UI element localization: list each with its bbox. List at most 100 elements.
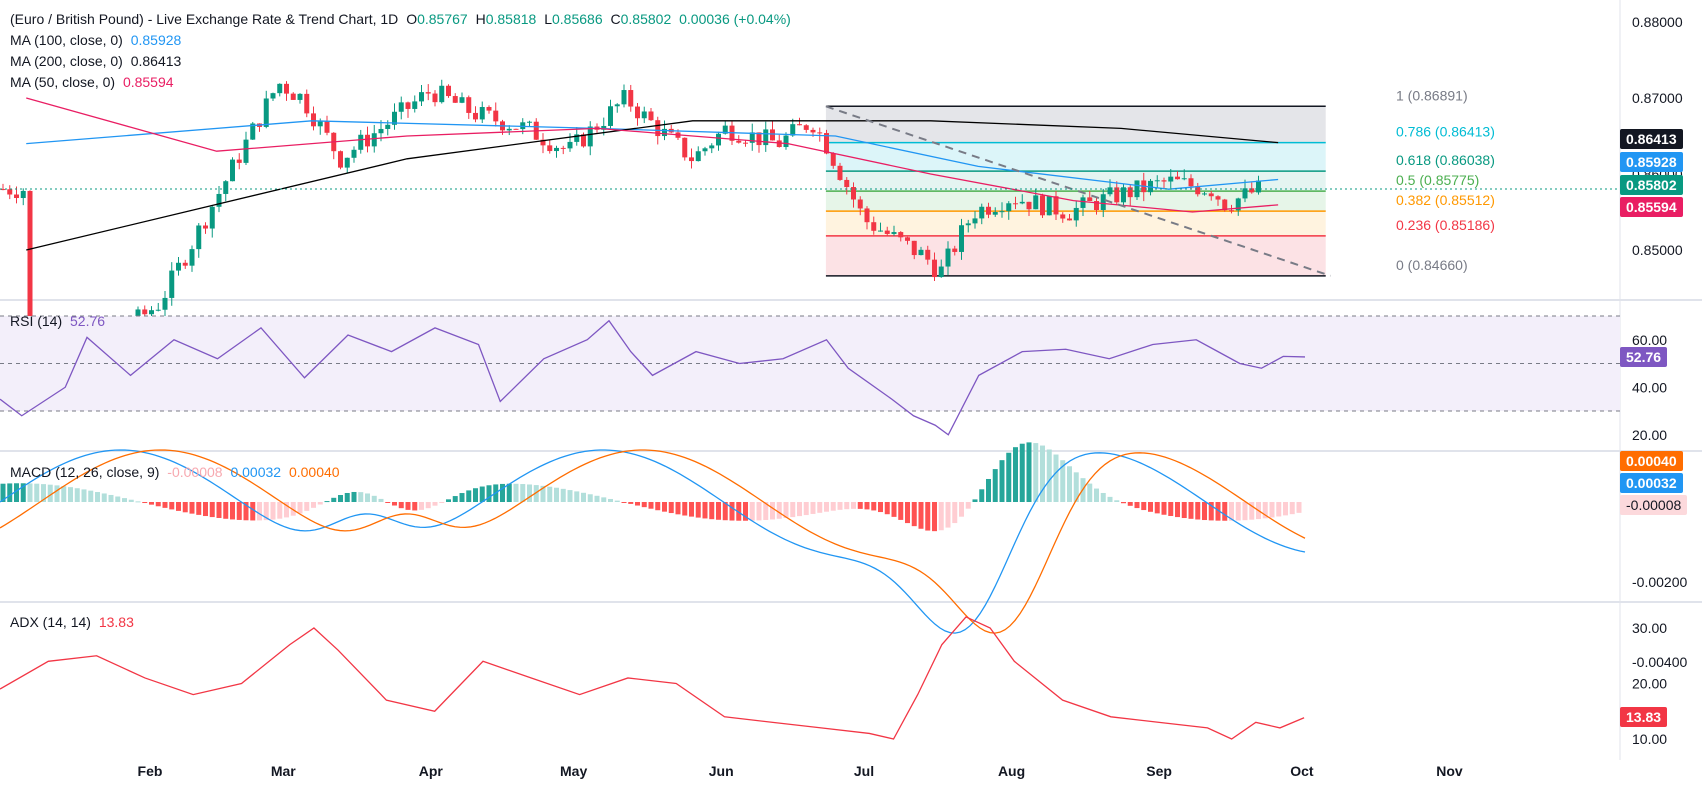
ma100-value: 0.85928 <box>130 32 182 48</box>
candle-body <box>682 137 688 158</box>
candle-body <box>311 113 316 127</box>
candle-body <box>0 189 6 191</box>
candle-body <box>817 132 823 134</box>
fib-zone <box>825 235 1326 276</box>
adx-badge: 13.83 <box>1620 707 1668 727</box>
macd-histogram-bar <box>641 502 647 508</box>
macd-histogram-bar <box>20 483 26 502</box>
macd-histogram-bar <box>1188 502 1194 519</box>
macd-histogram-bar <box>716 502 721 520</box>
macd-histogram-bar <box>979 489 985 502</box>
macd-histogram-bar <box>486 485 492 502</box>
candle-body <box>1053 196 1059 215</box>
macd-histogram-bar <box>1175 502 1180 518</box>
macd-histogram-bar <box>385 502 391 503</box>
macd-histogram-bar <box>162 502 168 508</box>
ohlc-low: 0.85686 <box>552 11 603 27</box>
macd-badge: 0.00032 <box>1620 473 1683 493</box>
macd-histogram-bar <box>547 486 553 502</box>
macd-histogram-bar <box>230 502 235 520</box>
fib-level-label: 0 (0.84660) <box>1396 257 1468 273</box>
moving-average-line <box>26 120 1279 251</box>
macd-histogram-bar <box>1208 502 1214 521</box>
rsi-label: RSI (14) <box>10 313 63 329</box>
candle-body <box>1202 193 1207 195</box>
macd-histogram-bar <box>1141 502 1147 511</box>
macd-histogram-bar <box>250 502 256 521</box>
ohlc-close: 0.85802 <box>620 11 672 27</box>
macd-histogram-bar <box>108 494 114 502</box>
macd-histogram-bar <box>1262 502 1268 519</box>
adx-line <box>0 616 1305 740</box>
macd-histogram-bar <box>1215 502 1221 521</box>
macd-histogram-bar <box>128 499 134 502</box>
candle-body <box>959 225 964 252</box>
macd-histogram-bar <box>1100 492 1106 502</box>
ma200-value: 0.86413 <box>130 53 182 69</box>
macd-histogram-bar <box>223 502 229 519</box>
macd-histogram-bar <box>338 495 343 502</box>
time-axis-label: Jul <box>854 763 874 779</box>
macd-signal-badge: 0.00040 <box>1620 451 1683 471</box>
macd-histogram-bar <box>189 502 195 514</box>
candle-body <box>1026 201 1032 210</box>
time-axis-label: Aug <box>998 763 1025 779</box>
price-axis-label: 0.88000 <box>1632 14 1683 30</box>
candle-body <box>1019 201 1025 204</box>
macd-histogram-bar <box>1114 500 1120 502</box>
candle-body <box>520 122 526 130</box>
candle-body <box>891 232 897 234</box>
candle-body <box>743 142 748 144</box>
macd-histogram-bar <box>884 502 890 515</box>
candle-body <box>149 310 154 315</box>
candle-body <box>986 206 991 215</box>
macd-histogram-bar <box>182 502 188 513</box>
candle-body <box>486 107 492 111</box>
macd-histogram-bar <box>452 496 458 502</box>
macd-histogram-bar <box>911 502 917 527</box>
candle-body <box>162 297 168 310</box>
ohlc-open: 0.85767 <box>417 11 468 27</box>
macd-histogram-bar <box>1242 502 1248 521</box>
macd-histogram-bar <box>1289 502 1295 515</box>
candle-body <box>864 208 870 223</box>
candle-body <box>722 125 728 134</box>
macd-histogram-bar <box>790 502 796 518</box>
candle-body <box>7 189 13 195</box>
candle-body <box>527 121 532 123</box>
candle-body <box>621 90 627 105</box>
price-badge: 0.85802 <box>1620 175 1683 195</box>
candle-body <box>452 96 458 103</box>
macd-histogram-bar <box>628 502 634 504</box>
fib-level-label: 0.618 (0.86038) <box>1396 152 1495 168</box>
candle-body <box>587 126 593 147</box>
candle-body <box>297 93 303 100</box>
ma50-value: 0.85594 <box>122 74 174 90</box>
macd-histogram-bar <box>398 502 404 509</box>
candle-body <box>1060 214 1066 219</box>
macd-histogram-bar <box>459 493 465 502</box>
macd-histogram-bar <box>891 502 897 517</box>
macd-histogram-bar <box>1033 443 1039 502</box>
macd-histogram-bar <box>736 502 742 521</box>
ma200-badge: 0.86413 <box>1620 129 1683 149</box>
candle-body <box>1181 178 1187 180</box>
candle-body <box>398 102 404 112</box>
macd-histogram-bar <box>999 460 1005 502</box>
candle-body <box>851 187 856 200</box>
macd-histogram-bar <box>648 502 654 509</box>
macd-histogram-bar <box>668 502 674 514</box>
rsi-axis-label: 40.00 <box>1632 379 1667 395</box>
macd-histogram-bar <box>1040 445 1045 502</box>
ohlc-close-label: C <box>610 11 621 27</box>
macd-histogram-bar <box>918 502 924 529</box>
fib-zone <box>825 171 1326 192</box>
macd-histogram-bar <box>722 502 728 521</box>
macd-histogram-bar <box>857 502 863 509</box>
macd-histogram-bar <box>1134 502 1140 509</box>
macd-histogram-bar <box>695 502 701 518</box>
candle-body <box>1006 203 1012 212</box>
candle-body <box>749 132 755 143</box>
macd-histogram-bar <box>115 496 121 502</box>
